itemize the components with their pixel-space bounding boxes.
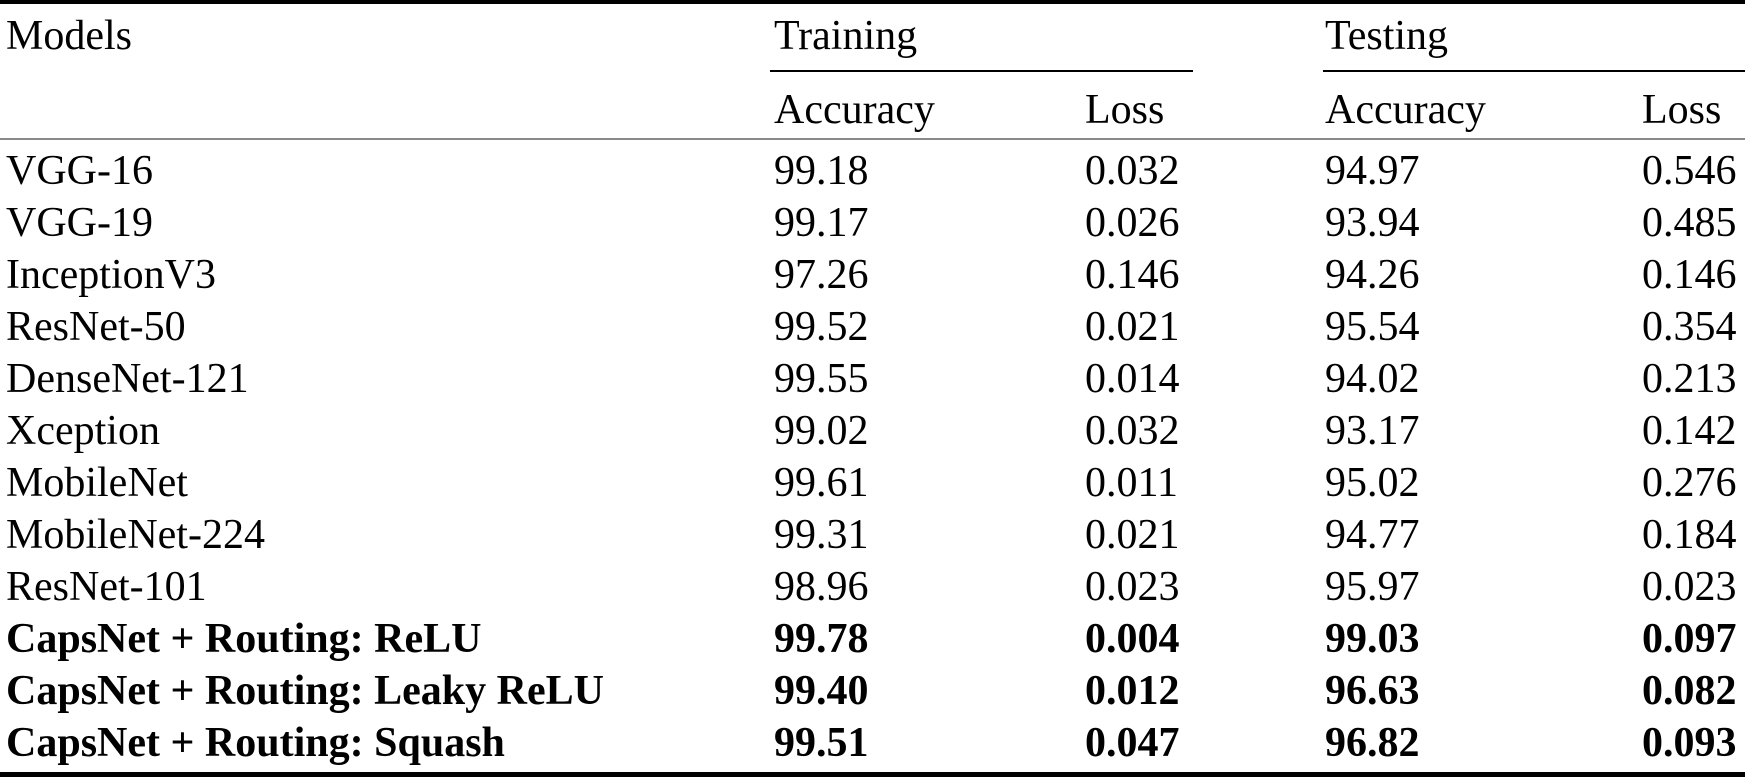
- training-loss-value: 0.026: [1085, 200, 1180, 246]
- model-name: CapsNet + Routing: Leaky ReLU: [6, 668, 604, 714]
- training-loss-value: 0.004: [1085, 616, 1180, 662]
- training-loss-header: Loss: [1085, 87, 1165, 133]
- testing-accuracy-value: 93.94: [1325, 200, 1420, 246]
- testing-accuracy-value: 94.77: [1325, 512, 1420, 558]
- model-name: CapsNet + Routing: ReLU: [6, 616, 482, 662]
- testing-accuracy-header: Accuracy: [1325, 87, 1486, 133]
- training-accuracy-value: 99.52: [774, 304, 869, 350]
- model-name: MobileNet: [6, 460, 188, 506]
- testing-loss-value: 0.097: [1642, 616, 1737, 662]
- testing-loss-value: 0.146: [1642, 252, 1737, 298]
- model-name: MobileNet-224: [6, 512, 265, 558]
- table-row: ResNet-50 99.52 0.021 95.54 0.354: [0, 301, 1745, 353]
- testing-loss-value: 0.485: [1642, 200, 1737, 246]
- models-column-header: Models: [6, 13, 132, 59]
- training-accuracy-value: 99.17: [774, 200, 869, 246]
- testing-accuracy-value: 93.17: [1325, 408, 1420, 454]
- testing-loss-value: 0.093: [1642, 720, 1737, 766]
- testing-loss-value: 0.142: [1642, 408, 1737, 454]
- training-accuracy-value: 99.61: [774, 460, 869, 506]
- training-accuracy-value: 99.55: [774, 356, 869, 402]
- model-name: ResNet-101: [6, 564, 207, 610]
- table-row: VGG-16 99.18 0.032 94.97 0.546: [0, 145, 1745, 197]
- testing-group-header: Testing: [1325, 13, 1449, 59]
- model-name: ResNet-50: [6, 304, 186, 350]
- model-name: VGG-16: [6, 148, 153, 194]
- training-loss-value: 0.011: [1085, 460, 1178, 506]
- testing-loss-value: 0.023: [1642, 564, 1737, 610]
- training-accuracy-value: 99.02: [774, 408, 869, 454]
- training-loss-value: 0.023: [1085, 564, 1180, 610]
- training-underline: [770, 70, 1193, 72]
- table-row: MobileNet 99.61 0.011 95.02 0.276: [0, 457, 1745, 509]
- testing-loss-value: 0.184: [1642, 512, 1737, 558]
- training-loss-value: 0.146: [1085, 252, 1180, 298]
- model-name: CapsNet + Routing: Squash: [6, 720, 505, 766]
- model-name: VGG-19: [6, 200, 153, 246]
- table-row: Xception 99.02 0.032 93.17 0.142: [0, 405, 1745, 457]
- testing-loss-header: Loss: [1642, 87, 1722, 133]
- training-group-header: Training: [774, 13, 918, 59]
- testing-accuracy-value: 96.63: [1325, 668, 1420, 714]
- testing-loss-value: 0.354: [1642, 304, 1737, 350]
- testing-underline: [1323, 70, 1745, 72]
- testing-loss-value: 0.082: [1642, 668, 1737, 714]
- testing-accuracy-value: 95.97: [1325, 564, 1420, 610]
- testing-accuracy-value: 99.03: [1325, 616, 1420, 662]
- testing-loss-value: 0.276: [1642, 460, 1737, 506]
- training-accuracy-value: 99.31: [774, 512, 869, 558]
- testing-accuracy-value: 94.02: [1325, 356, 1420, 402]
- testing-accuracy-value: 95.02: [1325, 460, 1420, 506]
- bottom-rule: [0, 772, 1745, 777]
- table-row: DenseNet-121 99.55 0.014 94.02 0.213: [0, 353, 1745, 405]
- table-row: CapsNet + Routing: Leaky ReLU 99.40 0.012 9…: [0, 665, 1745, 717]
- testing-accuracy-value: 95.54: [1325, 304, 1420, 350]
- table-rows: VGG-16 99.18 0.032 94.97 0.546 VGG-19 99.17 0.0…: [0, 145, 1745, 769]
- training-accuracy-value: 97.26: [774, 252, 869, 298]
- training-loss-value: 0.032: [1085, 408, 1180, 454]
- model-name: InceptionV3: [6, 252, 216, 298]
- model-name: DenseNet-121: [6, 356, 249, 402]
- testing-loss-value: 0.546: [1642, 148, 1737, 194]
- table-row: ResNet-101 98.96 0.023 95.97 0.023: [0, 561, 1745, 613]
- training-accuracy-value: 99.18: [774, 148, 869, 194]
- training-loss-value: 0.032: [1085, 148, 1180, 194]
- training-loss-value: 0.014: [1085, 356, 1180, 402]
- model-name: Xception: [6, 408, 160, 454]
- table-row: InceptionV3 97.26 0.146 94.26 0.146: [0, 249, 1745, 301]
- table-row: MobileNet-224 99.31 0.021 94.77 0.184: [0, 509, 1745, 561]
- training-accuracy-value: 99.40: [774, 668, 869, 714]
- training-accuracy-value: 99.51: [774, 720, 869, 766]
- testing-accuracy-value: 94.97: [1325, 148, 1420, 194]
- top-rule: [0, 0, 1745, 4]
- table-row: CapsNet + Routing: ReLU 99.78 0.004 99.03 0.…: [0, 613, 1745, 665]
- training-accuracy-header: Accuracy: [774, 87, 935, 133]
- header-separator-rule: [0, 138, 1745, 140]
- table-row: CapsNet + Routing: Squash 99.51 0.047 96.82…: [0, 717, 1745, 769]
- training-loss-value: 0.021: [1085, 304, 1180, 350]
- training-loss-value: 0.021: [1085, 512, 1180, 558]
- testing-loss-value: 0.213: [1642, 356, 1737, 402]
- training-loss-value: 0.012: [1085, 668, 1180, 714]
- table-row: VGG-19 99.17 0.026 93.94 0.485: [0, 197, 1745, 249]
- training-accuracy-value: 98.96: [774, 564, 869, 610]
- training-accuracy-value: 99.78: [774, 616, 869, 662]
- testing-accuracy-value: 94.26: [1325, 252, 1420, 298]
- training-loss-value: 0.047: [1085, 720, 1180, 766]
- testing-accuracy-value: 96.82: [1325, 720, 1420, 766]
